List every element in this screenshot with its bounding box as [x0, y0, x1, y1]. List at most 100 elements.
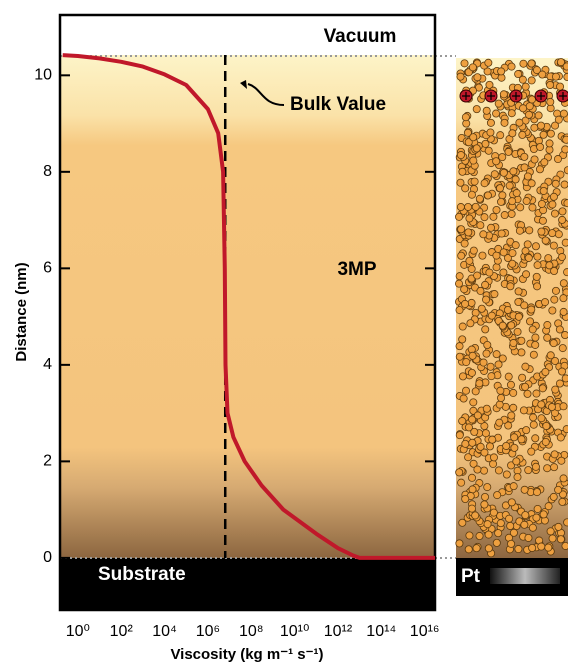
- molecule-atom: [464, 453, 473, 462]
- molecule-atom: [504, 372, 513, 381]
- molecule-atom: [480, 213, 489, 222]
- molecule-atom: [541, 236, 550, 245]
- molecule-atom: [556, 58, 565, 67]
- molecule-atom: [562, 62, 568, 71]
- molecule-atom: [551, 179, 560, 188]
- molecule-atom: [533, 282, 542, 291]
- molecule-atom: [469, 459, 478, 468]
- molecule-atom: [482, 349, 491, 358]
- molecule-atom: [455, 279, 464, 288]
- molecule-atom: [492, 251, 501, 260]
- molecule-atom: [535, 165, 544, 174]
- molecule-atom: [509, 339, 518, 348]
- molecule-atom: [507, 461, 516, 470]
- molecule-atom: [531, 434, 540, 443]
- x-tick-label: 10⁸: [239, 623, 264, 640]
- molecule-atom: [466, 319, 475, 328]
- molecule-atom: [519, 59, 528, 68]
- molecule-atom: [550, 463, 559, 472]
- molecule-atom: [507, 62, 516, 71]
- molecule-atom: [507, 498, 516, 507]
- molecule-atom: [464, 138, 473, 147]
- molecule-atom: [468, 63, 477, 72]
- x-tick-label: 10⁴: [152, 623, 177, 640]
- molecule-atom: [527, 447, 536, 456]
- molecule-atom: [465, 531, 474, 540]
- molecule-atom: [551, 356, 560, 365]
- molecule-atom: [499, 90, 508, 99]
- molecule-atom: [517, 435, 526, 444]
- molecule-atom: [506, 380, 515, 389]
- molecule-atom: [514, 287, 523, 296]
- molecule-atom: [539, 130, 548, 139]
- molecule-atom: [554, 485, 563, 494]
- molecule-atom: [521, 362, 530, 371]
- molecule-atom: [473, 271, 482, 280]
- molecule-atom: [508, 129, 517, 138]
- molecule-atom: [539, 186, 548, 195]
- y-tick-label: 0: [43, 549, 52, 566]
- molecule-atom: [490, 170, 499, 179]
- molecule-atom: [467, 504, 476, 513]
- molecule-atom: [509, 167, 518, 176]
- molecule-atom: [475, 379, 484, 388]
- molecule-atom: [455, 539, 464, 548]
- molecule-atom: [469, 133, 478, 142]
- molecule-atom: [468, 485, 477, 494]
- molecule-atom: [507, 209, 516, 218]
- molecule-atom: [473, 411, 482, 420]
- molecule-atom: [505, 181, 514, 190]
- molecule-atom: [471, 202, 480, 211]
- molecule-atom: [500, 211, 509, 220]
- molecule-atom: [498, 321, 507, 330]
- molecule-atom: [497, 197, 506, 206]
- molecule-atom: [537, 542, 546, 551]
- molecule-atom: [559, 474, 568, 483]
- molecule-atom: [476, 286, 485, 295]
- molecule-atom: [522, 197, 531, 206]
- molecule-atom: [545, 139, 554, 148]
- molecule-atom: [521, 511, 530, 520]
- molecule-atom: [511, 241, 520, 250]
- molecule-atom: [514, 312, 523, 321]
- molecule-atom: [496, 519, 505, 528]
- molecule-atom: [465, 256, 474, 265]
- molecule-atom: [499, 268, 508, 277]
- molecule-atom: [478, 251, 487, 260]
- molecule-atom: [530, 123, 539, 132]
- x-tick-label: 10¹⁴: [366, 623, 396, 640]
- molecule-atom: [480, 179, 489, 188]
- substrate-region: [60, 558, 435, 610]
- liquid-label: 3MP: [337, 259, 376, 280]
- molecule-atom: [525, 102, 534, 111]
- molecule-atom: [563, 73, 568, 82]
- molecule-atom: [483, 341, 492, 350]
- x-tick-label: 10¹⁰: [280, 623, 310, 640]
- molecule-atom: [527, 305, 536, 314]
- molecule-atom: [469, 156, 478, 165]
- molecule-atom: [523, 240, 532, 249]
- y-tick-label: 6: [43, 260, 52, 277]
- molecule-atom: [558, 344, 567, 353]
- molecule-atom: [464, 228, 473, 237]
- molecule-atom: [561, 541, 568, 550]
- molecule-atom: [479, 358, 488, 367]
- molecule-atom: [521, 82, 530, 91]
- molecule-atom: [484, 146, 493, 155]
- molecule-atom: [494, 529, 503, 538]
- molecule-atom: [492, 205, 501, 214]
- molecule-atom: [475, 532, 484, 541]
- molecule-atom: [485, 80, 494, 89]
- molecule-atom: [556, 535, 565, 544]
- pt-label: Pt: [461, 566, 481, 587]
- molecule-atom: [524, 533, 533, 542]
- molecule-atom: [486, 442, 495, 451]
- molecule-atom: [486, 118, 495, 127]
- molecule-atom: [498, 354, 507, 363]
- molecule-atom: [557, 253, 566, 262]
- molecule-atom: [473, 73, 482, 82]
- molecule-atom: [499, 248, 508, 257]
- pt-highlight: [490, 568, 560, 584]
- molecule-atom: [486, 128, 495, 137]
- molecule-atom: [523, 389, 532, 398]
